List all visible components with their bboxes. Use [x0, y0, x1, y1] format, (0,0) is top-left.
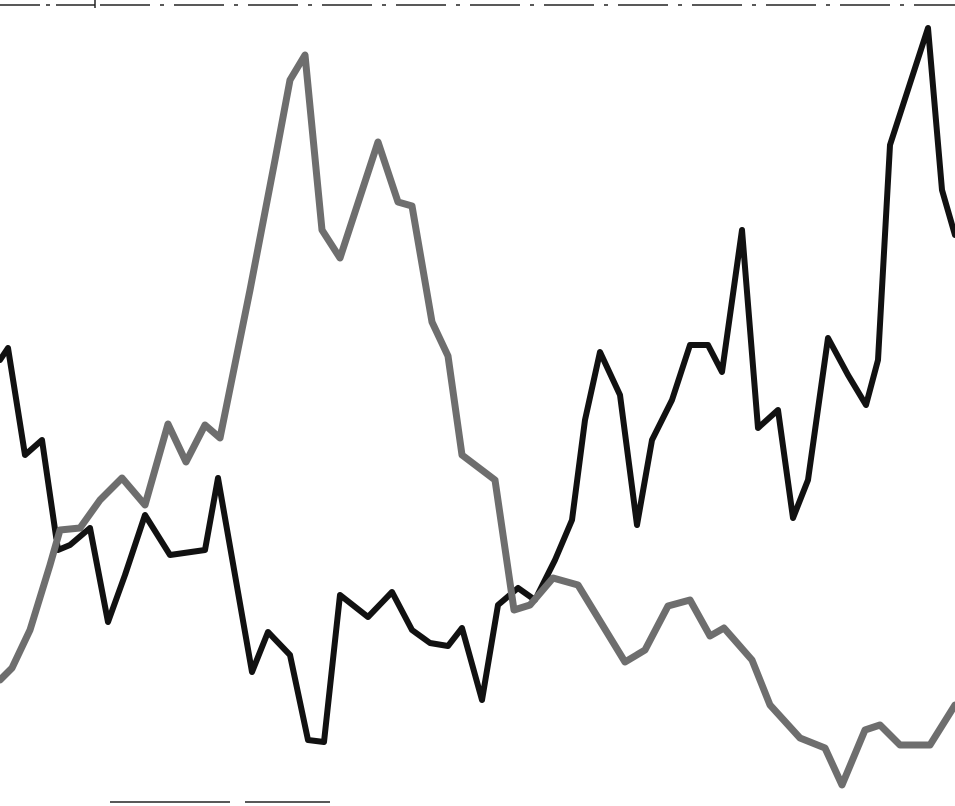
data-line: [0, 25, 955, 745]
data-line: [0, 51, 955, 789]
